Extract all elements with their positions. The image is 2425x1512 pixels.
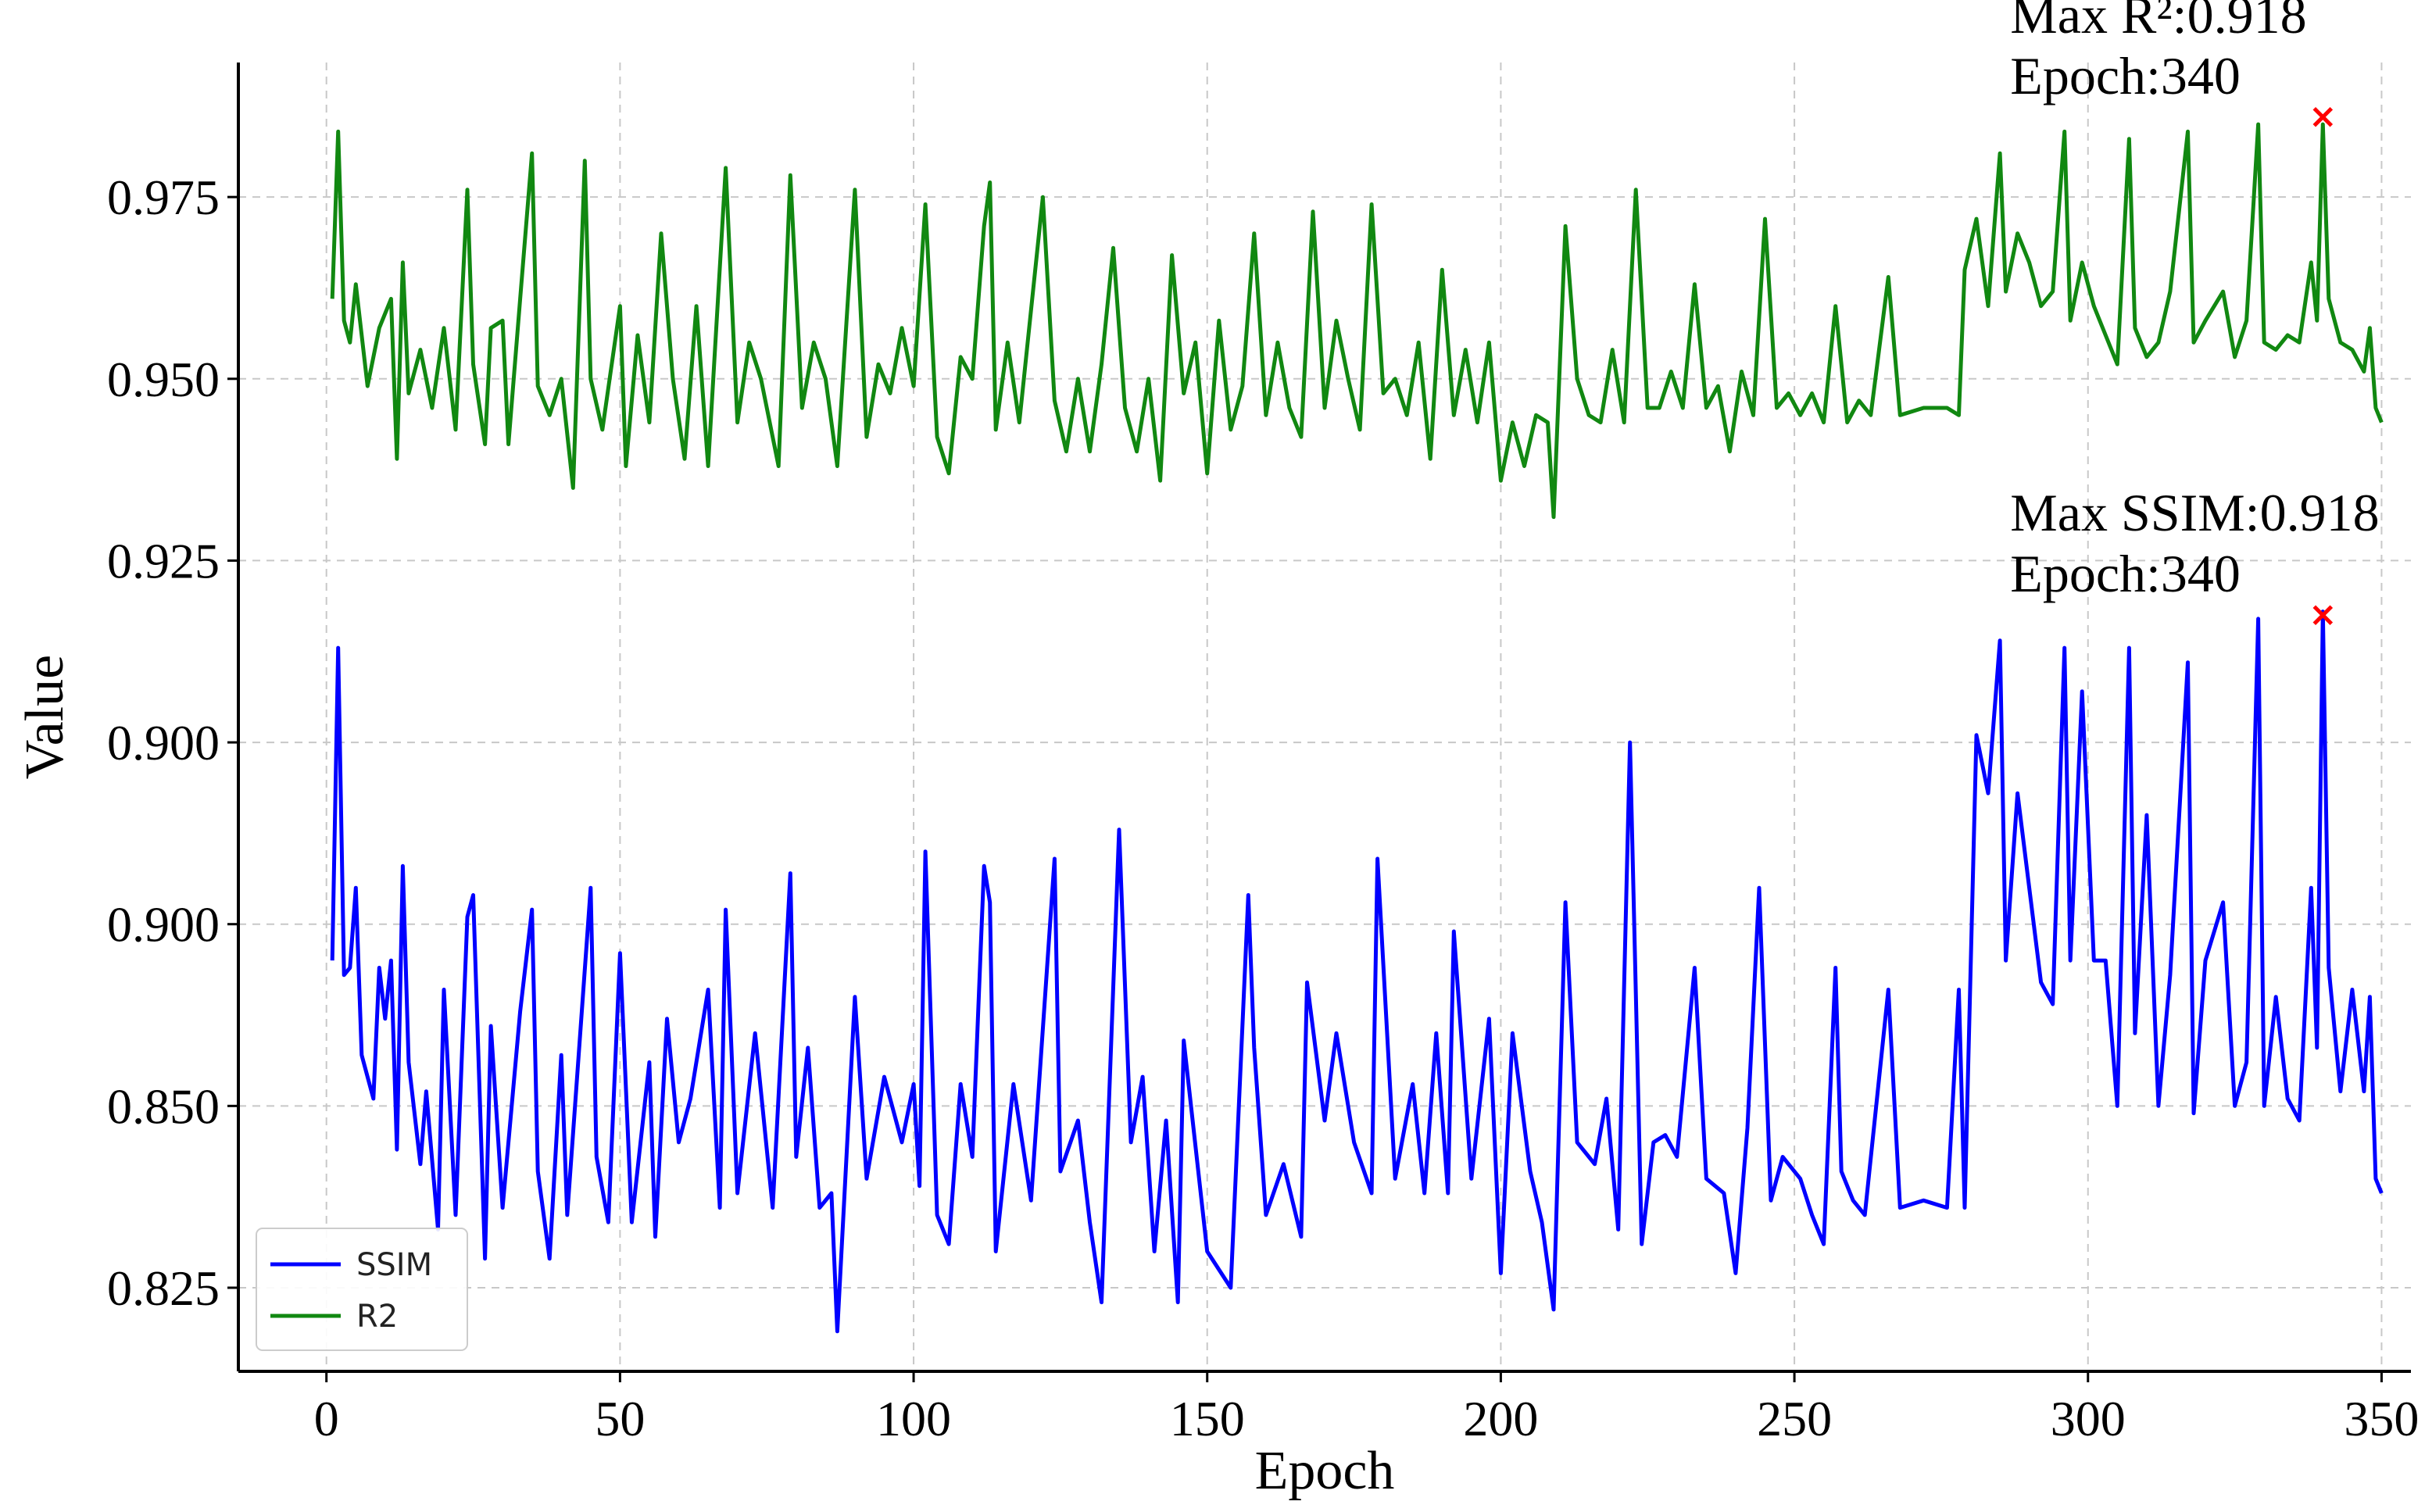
annotation-line: Max SSIM:0.918 <box>2010 483 2379 542</box>
x-tick-label: 200 <box>1463 1391 1538 1446</box>
x-tick-label: 0 <box>314 1391 339 1446</box>
annotation-line: Epoch:340 <box>2010 46 2241 105</box>
legend-label: R2 <box>356 1299 398 1335</box>
y-tick-label: 0.900 <box>107 715 220 770</box>
x-tick-label: 100 <box>876 1391 951 1446</box>
marker-layer <box>2312 107 2334 625</box>
marker-stroke <box>2312 107 2334 127</box>
tick-labels: 0 50 100 150 200 250 300 350 0.825 0.850 0.900 0.90… <box>15 170 2419 1501</box>
y-tick-label: 0.850 <box>107 1078 220 1134</box>
max-marker-ssim <box>2312 605 2334 625</box>
series-line-r2 <box>330 122 2384 520</box>
x-tick-label: 150 <box>1170 1391 1245 1446</box>
marker-stroke <box>2312 605 2334 625</box>
y-tick-label: 0.975 <box>107 170 220 225</box>
axes <box>227 63 2411 1382</box>
y-tick-label: 0.925 <box>107 533 220 588</box>
legend: SSIM R2 <box>256 1228 468 1351</box>
annotation-line: Epoch:340 <box>2010 544 2241 603</box>
legend-label: SSIM <box>356 1247 432 1283</box>
x-tick-label: 250 <box>1757 1391 1832 1446</box>
y-tick-label: 0.950 <box>107 352 220 407</box>
y-tick-label: 0.825 <box>107 1260 220 1316</box>
x-axis-title: Epoch <box>1255 1441 1395 1501</box>
legend-box <box>256 1228 468 1351</box>
y-tick-label: 0.900 <box>107 897 220 953</box>
series-layer <box>330 122 2384 1334</box>
y-axis-title: Value <box>15 655 75 779</box>
annotation-line: Max R²:0.918 <box>2010 0 2306 45</box>
x-tick-label: 50 <box>595 1391 645 1446</box>
x-tick-label: 300 <box>2051 1391 2126 1446</box>
x-tick-label: 350 <box>2344 1391 2419 1446</box>
max-marker-r2 <box>2312 107 2334 127</box>
series-line-ssim <box>330 609 2384 1334</box>
